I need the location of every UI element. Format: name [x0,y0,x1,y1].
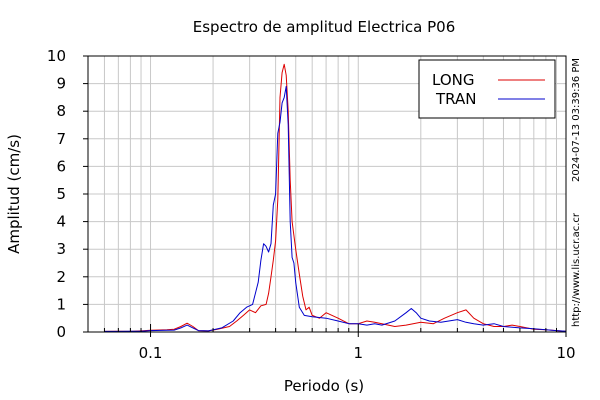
y-tick-label: 10 [47,47,66,65]
legend-box [418,59,556,119]
series-line-tran [104,85,567,332]
y-tick-label: 0 [56,323,66,341]
ticks: 0.1 1 10 0 1 2 3 4 5 6 7 8 9 10 [47,47,576,362]
y-tick-label: 5 [56,185,66,203]
y-tick-label: 9 [56,75,66,93]
source-url-label: http://www.lis.ucr.ac.cr [571,212,582,327]
y-axis-label: Amplitud (cm/s) [5,134,23,254]
x-tick-label: 1 [353,344,363,362]
legend: LONG TRAN [418,59,556,119]
y-tick-label: 4 [56,213,66,231]
y-tick-label: 2 [56,268,66,286]
legend-label-long: LONG [432,71,474,89]
series-layer [104,63,567,332]
grid [88,56,566,332]
x-tick-label: 10 [556,344,575,362]
y-tick-label: 7 [56,130,66,148]
chart-title: Espectro de amplitud Electrica P06 [193,18,456,36]
timestamp-label: 2024-07-13 03:39:36 PM [571,58,582,182]
y-tick-label: 6 [56,157,66,175]
x-axis-label: Periodo (s) [284,377,364,395]
legend-label-tran: TRAN [435,90,476,108]
y-tick-label: 8 [56,102,66,120]
y-tick-label: 3 [56,240,66,258]
y-tick-label: 1 [56,295,66,313]
x-tick-label: 0.1 [139,344,163,362]
